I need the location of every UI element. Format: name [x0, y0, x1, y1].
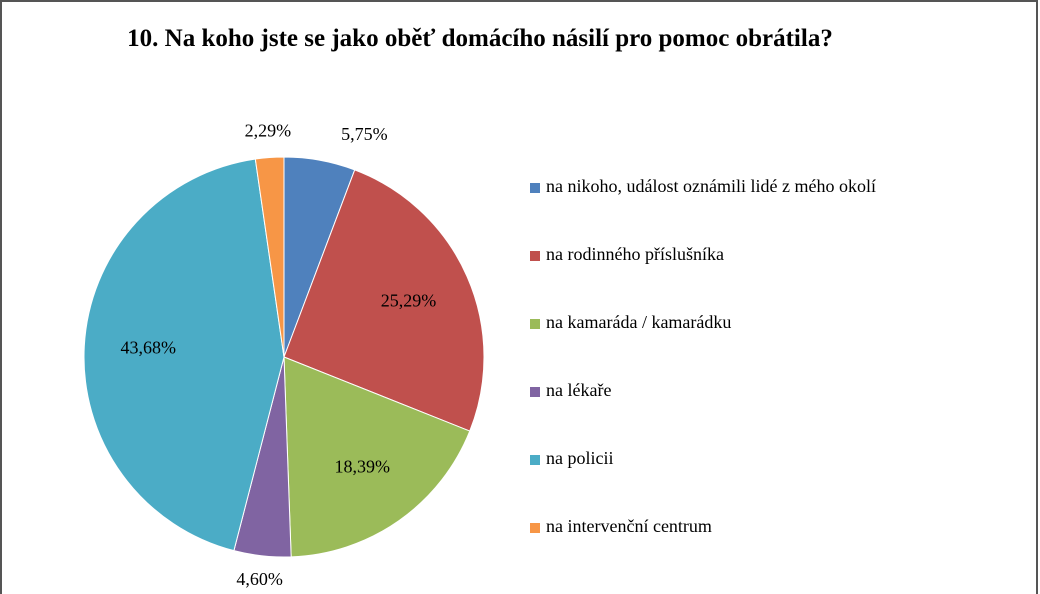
data-label: 5,75% — [341, 124, 388, 144]
legend-label: na rodinného příslušníka — [546, 244, 724, 264]
legend-swatch — [530, 251, 540, 261]
legend-swatch — [530, 387, 540, 397]
legend-label: na nikoho, událost oznámili lidé z mého … — [546, 176, 876, 196]
legend-swatch — [530, 319, 540, 329]
data-label: 4,60% — [236, 569, 283, 589]
chart-title: 10. Na koho jste se jako oběť domácího n… — [127, 25, 833, 52]
data-label: 43,68% — [120, 338, 176, 358]
pie-slice — [83, 158, 285, 552]
legend-label: na lékaře — [546, 380, 611, 400]
data-label: 25,29% — [381, 290, 437, 310]
legend-label: na policii — [546, 448, 613, 468]
data-label: 2,29% — [245, 121, 292, 141]
legend-swatch — [530, 455, 540, 465]
legend-swatch — [530, 183, 540, 193]
pie-slice — [283, 169, 485, 432]
data-label: 18,39% — [335, 456, 391, 476]
pie-slice — [254, 156, 285, 358]
pie-slice — [283, 356, 471, 558]
legend-label: na kamaráda / kamarádku — [546, 312, 731, 332]
legend-label: na intervenční centrum — [546, 516, 712, 536]
legend-swatch — [530, 523, 540, 533]
